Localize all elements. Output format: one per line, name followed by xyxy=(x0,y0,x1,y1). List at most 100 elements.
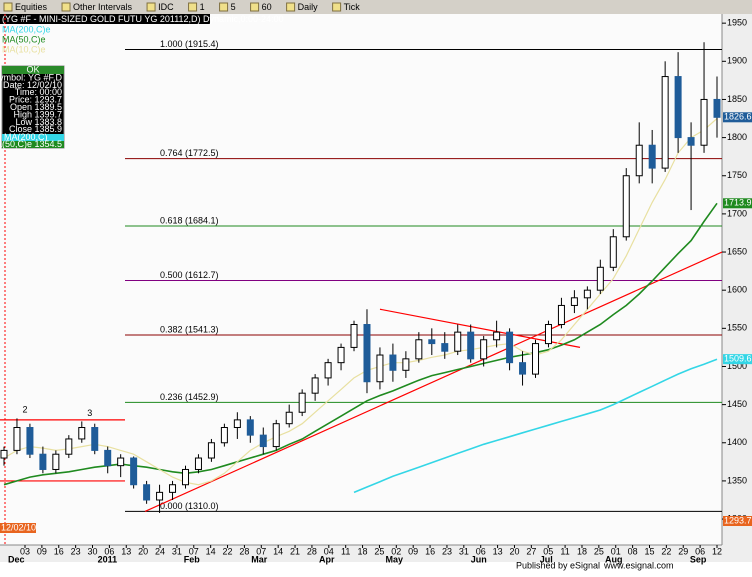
candle-body xyxy=(363,324,371,383)
candle-body xyxy=(713,98,721,118)
data-window-ma50 xyxy=(2,141,64,148)
x-tick-label: 31 xyxy=(459,546,469,556)
x-tick-label: 18 xyxy=(577,546,587,556)
footer-publisher: Published by eSignal xyxy=(516,560,600,570)
toolbar-item[interactable]: 5 xyxy=(231,2,236,12)
annotation: 3 xyxy=(87,408,92,418)
fib-label: 0.236 (1452.9) xyxy=(160,392,219,402)
y-tick-label: 1700 xyxy=(727,208,747,218)
x-tick-label: 25 xyxy=(374,546,384,556)
x-tick-label: 14 xyxy=(206,546,216,556)
month-label: May xyxy=(386,554,404,564)
y-tick-label: 1650 xyxy=(727,246,747,256)
toolbar-item[interactable]: Daily xyxy=(298,2,319,12)
x-tick-label: 15 xyxy=(644,546,654,556)
data-window-row: Symbol: YG #F,D xyxy=(0,72,62,82)
x-tick-label: 08 xyxy=(628,546,638,556)
footer-url: www.esignal.com xyxy=(603,560,674,570)
y-tick-label: 1800 xyxy=(727,132,747,142)
month-label: 2011 xyxy=(98,554,118,564)
toolbar-icon[interactable] xyxy=(219,2,229,12)
candle-body xyxy=(557,304,565,326)
price-box-label: 1293.7 xyxy=(724,515,752,525)
toolbar-item[interactable]: 60 xyxy=(262,2,272,12)
x-tick-label: 07 xyxy=(189,546,199,556)
y-tick-label: 1850 xyxy=(727,94,747,104)
legend-entry: MA(50,C)e xyxy=(2,34,46,44)
data-window-row: Low 1383.8 xyxy=(15,117,62,127)
x-tick-label: 09 xyxy=(408,546,418,556)
x-tick-label: 30 xyxy=(88,546,98,556)
price-box xyxy=(723,516,752,526)
toolbar-icon[interactable] xyxy=(3,2,13,12)
candle-body xyxy=(143,484,151,501)
date-axis xyxy=(0,545,752,562)
ma-line xyxy=(353,358,718,494)
x-tick-label: 07 xyxy=(256,546,266,556)
candle-body xyxy=(65,438,73,455)
data-window-ma200 xyxy=(2,134,64,141)
x-tick-label: 01 xyxy=(611,546,621,556)
candle-body xyxy=(376,354,384,383)
fib-label: 1.000 (1915.4) xyxy=(160,39,219,49)
candle-body xyxy=(493,331,501,341)
candle-body xyxy=(648,144,656,169)
y-tick-label: 1950 xyxy=(727,18,747,28)
x-tick-label: 03 xyxy=(20,546,30,556)
toolbar-item[interactable]: Equities xyxy=(15,2,48,12)
x-tick-label: 24 xyxy=(155,546,165,556)
candle-body xyxy=(324,362,332,379)
candle-body xyxy=(687,137,695,146)
price-box xyxy=(723,112,752,123)
footer xyxy=(0,562,752,572)
x-tick-label: 20 xyxy=(509,546,519,556)
candle-body xyxy=(700,98,708,146)
candle-body xyxy=(207,442,215,459)
month-label: Feb xyxy=(184,554,201,564)
candle-body xyxy=(532,343,540,375)
fib-label: 0.764 (1772.5) xyxy=(160,148,219,158)
toolbar-icon[interactable] xyxy=(188,2,198,12)
candle-body xyxy=(415,339,423,360)
x-tick-label: 14 xyxy=(273,546,283,556)
price-box-label: 1509.6 xyxy=(724,354,752,364)
ma-line xyxy=(3,118,718,486)
toolbar-item[interactable]: Tick xyxy=(344,2,361,12)
y-tick-label: 1350 xyxy=(727,475,747,485)
candle-body xyxy=(454,331,462,352)
candle-body xyxy=(104,449,112,467)
toolbar-icon[interactable] xyxy=(286,2,296,12)
candle-body xyxy=(311,377,319,394)
candle-body xyxy=(298,392,306,413)
toolbar-icon[interactable] xyxy=(146,2,156,12)
toolbar-icon[interactable] xyxy=(61,2,71,12)
candle-body xyxy=(156,491,164,501)
candle-body xyxy=(181,468,189,486)
toolbar-icon[interactable] xyxy=(332,2,342,12)
toolbar-item[interactable]: Other Intervals xyxy=(73,2,133,12)
x-tick-label: 06 xyxy=(476,546,486,556)
candle-body xyxy=(0,449,8,459)
candle-body xyxy=(635,144,643,177)
toolbar-item[interactable]: IDC xyxy=(158,2,174,12)
candle-body xyxy=(402,358,410,371)
candle-body xyxy=(428,339,436,345)
legend-entry: MA(200,C)e xyxy=(2,24,51,34)
candle-body xyxy=(467,331,475,360)
x-tick-label: 05 xyxy=(543,546,553,556)
toolbar xyxy=(0,0,752,14)
price-box-label: 1826.6 xyxy=(724,112,752,122)
candle-body xyxy=(13,427,21,451)
cursor-date: 12/02/10 xyxy=(1,522,36,532)
candle-body xyxy=(519,362,527,375)
y-tick-label: 1900 xyxy=(727,56,747,66)
trendline xyxy=(144,251,723,512)
toolbar-icon[interactable] xyxy=(250,2,260,12)
data-window-header-text: OK xyxy=(26,64,39,74)
candle-body xyxy=(233,419,241,429)
date-box xyxy=(0,523,36,533)
candle-body xyxy=(596,266,604,291)
candle-body xyxy=(583,289,591,299)
toolbar-item[interactable]: 1 xyxy=(200,2,205,12)
